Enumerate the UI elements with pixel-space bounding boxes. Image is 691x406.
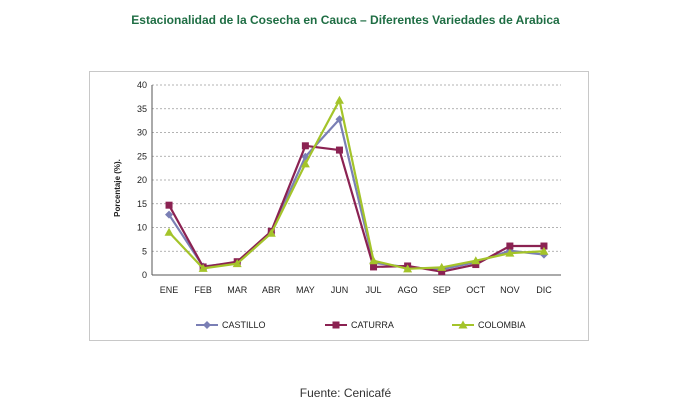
data-point-colombia — [437, 262, 447, 271]
data-point-castillo — [335, 115, 344, 124]
chart-title: Estacionalidad de la Cosecha en Cauca – … — [131, 13, 560, 27]
y-tick-label: 25 — [137, 151, 147, 161]
legend-marker-colombia — [458, 320, 468, 329]
x-tick-label: OCT — [466, 285, 486, 295]
data-point-caturra — [335, 146, 343, 154]
legend-label-caturra: CATURRA — [351, 320, 394, 330]
y-tick-label: 30 — [137, 128, 147, 138]
x-tick-label: SEP — [433, 285, 451, 295]
data-point-colombia — [539, 246, 549, 255]
legend-marker-castillo — [203, 321, 211, 329]
y-tick-label: 15 — [137, 199, 147, 209]
y-tick-label: 5 — [142, 246, 147, 256]
x-tick-label: JUL — [366, 285, 382, 295]
data-point-colombia — [164, 227, 174, 236]
x-tick-label: NOV — [500, 285, 520, 295]
data-point-colombia — [471, 256, 481, 265]
data-point-colombia — [232, 259, 242, 268]
x-axis-ticks: ENE FEB MAR ABR MAY JUN JUL AGO SEP OCT NOV DIC — [160, 285, 552, 295]
y-axis-label: Porcentaje (%). — [113, 159, 122, 217]
series-lines — [164, 95, 549, 276]
legend-label-colombia: COLOMBIA — [478, 320, 526, 330]
legend-marker-caturra — [332, 321, 340, 329]
source-caption: Fuente: Cenicafé — [299, 386, 392, 400]
data-point-caturra — [540, 242, 548, 250]
data-point-caturra — [506, 242, 514, 250]
data-point-colombia — [403, 264, 413, 273]
series-line-colombia — [168, 99, 545, 270]
data-point-colombia — [198, 263, 208, 272]
data-point-colombia — [300, 159, 310, 168]
x-tick-label: MAR — [227, 285, 248, 295]
x-tick-label: ABR — [262, 285, 281, 295]
y-tick-label: 20 — [137, 175, 147, 185]
x-tick-label: AGO — [398, 285, 418, 295]
data-point-caturra — [472, 261, 480, 269]
y-tick-label: 0 — [142, 270, 147, 280]
legend-label-castillo: CASTILLO — [222, 320, 266, 330]
data-point-caturra — [301, 142, 309, 150]
data-point-colombia — [334, 95, 344, 104]
y-tick-label: 10 — [137, 223, 147, 233]
x-tick-label: ENE — [160, 285, 179, 295]
data-point-colombia — [369, 256, 379, 265]
legend: CASTILLO CATURRA COLOMBIA — [196, 320, 526, 330]
data-point-caturra — [165, 201, 173, 209]
series-line-caturra — [168, 144, 544, 273]
x-tick-label: MAY — [296, 285, 315, 295]
series-line-castillo — [168, 118, 545, 271]
data-point-colombia — [505, 248, 515, 257]
x-tick-label: FEB — [194, 285, 212, 295]
y-axis-ticks: 0 5 10 15 20 25 30 35 40 — [137, 80, 147, 280]
x-tick-label: DIC — [536, 285, 552, 295]
data-point-caturra — [438, 268, 446, 276]
x-tick-label: JUN — [331, 285, 349, 295]
y-tick-label: 35 — [137, 104, 147, 114]
data-point-caturra — [370, 263, 378, 271]
data-point-castillo — [165, 210, 174, 219]
y-tick-label: 40 — [137, 80, 147, 90]
grid-lines — [151, 84, 561, 276]
data-point-colombia — [266, 228, 276, 237]
